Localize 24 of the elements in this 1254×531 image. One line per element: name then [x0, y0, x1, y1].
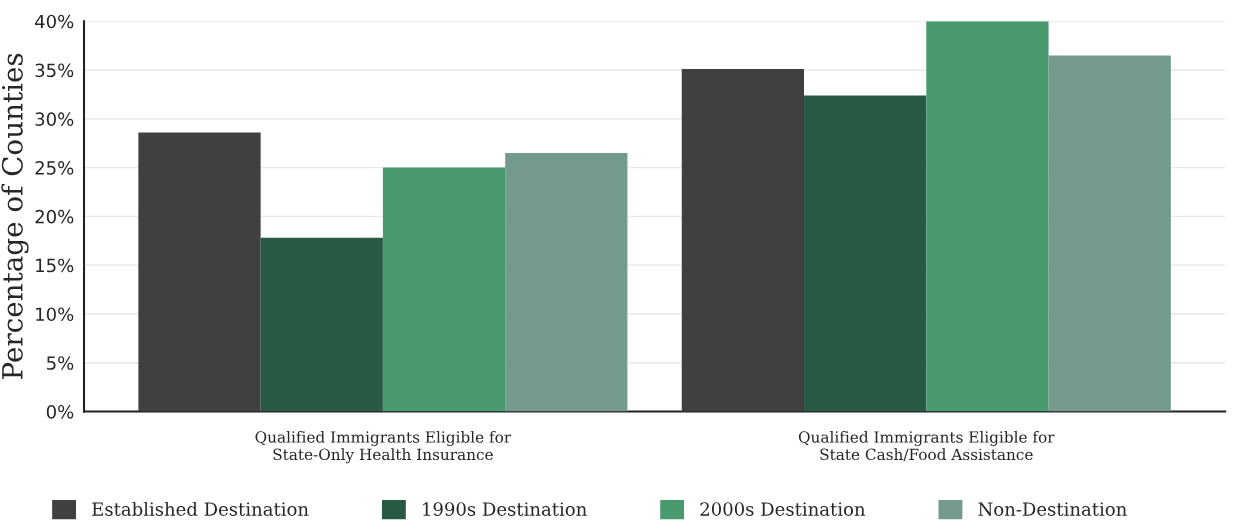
legend-label: 2000s Destination	[700, 502, 866, 516]
y-tick-label: 40%	[35, 14, 74, 29]
x-tick-label: Qualified Immigrants Eligible for State Cash/Food Assistance	[798, 430, 1055, 462]
y-tick-label: 30%	[35, 112, 74, 126]
bar	[926, 21, 1049, 412]
y-tick-label: 5%	[47, 356, 74, 370]
bar	[138, 132, 261, 412]
bar	[382, 167, 506, 412]
bar	[505, 152, 628, 412]
x-tick-label: Qualified Immigrants Eligible for State-Only Health Insurance	[255, 430, 512, 464]
y-tick-label: 0%	[46, 404, 74, 419]
y-tick-label: 20%	[35, 209, 74, 224]
legend-label: Non-Destination	[978, 502, 1127, 516]
y-axis-title: Percentage of Counties	[1, 53, 29, 379]
y-tick-label: 15%	[36, 258, 74, 273]
bar	[1048, 55, 1171, 412]
bar	[260, 237, 383, 412]
legend-label: Established Destination	[92, 501, 309, 516]
y-tick-label: 25%	[35, 161, 74, 175]
y-tick-label: 10%	[36, 307, 74, 322]
legend-label: 1990s Destination	[423, 502, 587, 516]
bar	[681, 69, 805, 412]
bar	[804, 95, 927, 412]
y-tick-label: 35%	[35, 63, 74, 78]
